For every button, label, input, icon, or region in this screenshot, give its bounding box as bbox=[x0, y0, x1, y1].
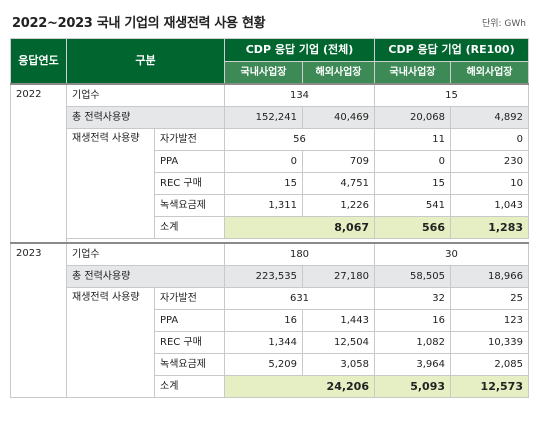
table-cell: 1,226 bbox=[302, 194, 375, 217]
year-cell-2023: 2023 bbox=[10, 242, 67, 398]
header-group-all: CDP 응답 기업 (전체) bbox=[224, 38, 375, 62]
table-cell: 58,505 bbox=[374, 265, 451, 288]
table-row-ppa-2022: PPA 0 709 0 230 bbox=[11, 150, 529, 173]
row-label: REC 구매 bbox=[154, 331, 225, 354]
subtotal-label: 소계 bbox=[154, 216, 225, 239]
total-label: 총 전력사용량 bbox=[66, 265, 225, 288]
table-cell: 11 bbox=[374, 128, 451, 151]
header-row-main: 응답연도 구분 CDP 응답 기업 (전체) CDP 응답 기업 (RE100) bbox=[10, 38, 529, 85]
table-cell: 0 bbox=[224, 150, 303, 173]
subtotal-re100-domestic: 566 bbox=[374, 216, 451, 239]
subtotal-all: 24,206 bbox=[224, 375, 375, 398]
table-cell: 1,443 bbox=[302, 309, 375, 332]
table-cell: 56 bbox=[224, 128, 375, 151]
table-cell: 27,180 bbox=[302, 265, 375, 288]
table-cell: 1,043 bbox=[450, 194, 529, 217]
table-cell: 541 bbox=[374, 194, 451, 217]
table-cell: 5,209 bbox=[224, 353, 303, 376]
table-cell: 0 bbox=[374, 150, 451, 173]
table-cell: 10,339 bbox=[450, 331, 529, 354]
subtotal-re100-overseas: 12,573 bbox=[450, 375, 529, 398]
table-row-subtotal-2023: 소계 24,206 5,093 12,573 bbox=[11, 375, 529, 398]
table-cell: 3,058 bbox=[302, 353, 375, 376]
header-all-overseas: 해외사업장 bbox=[302, 61, 375, 85]
table-row-ppa-2023: PPA 16 1,443 16 123 bbox=[11, 309, 529, 332]
row-label: 자가발전 bbox=[154, 128, 225, 151]
table-cell: 32 bbox=[374, 287, 451, 310]
companies-re100: 15 bbox=[374, 83, 529, 107]
subtotal-re100-overseas: 1,283 bbox=[450, 216, 529, 239]
header-category: 구분 bbox=[66, 38, 225, 85]
table-cell: 223,535 bbox=[224, 265, 303, 288]
table-cell: 123 bbox=[450, 309, 529, 332]
table-cell: 152,241 bbox=[224, 106, 303, 129]
table-cell: 2,085 bbox=[450, 353, 529, 376]
table-cell: 1,311 bbox=[224, 194, 303, 217]
table-cell: 631 bbox=[224, 287, 375, 310]
companies-all: 180 bbox=[224, 242, 375, 266]
subtotal-all: 8,067 bbox=[224, 216, 375, 239]
subtotal-re100-domestic: 5,093 bbox=[374, 375, 451, 398]
row-label: 녹색요금제 bbox=[154, 353, 225, 376]
row-label: PPA bbox=[154, 150, 225, 173]
table-row-total-2022: 총 전력사용량 152,241 40,469 20,068 4,892 bbox=[11, 106, 529, 129]
year-cell-2022: 2022 bbox=[10, 83, 67, 244]
total-label: 총 전력사용량 bbox=[66, 106, 225, 129]
companies-label: 기업수 bbox=[66, 83, 225, 107]
renewable-label: 재생전력 사용량 bbox=[66, 128, 155, 239]
row-label: 녹색요금제 bbox=[154, 194, 225, 217]
companies-all: 134 bbox=[224, 83, 375, 107]
header-year: 응답연도 bbox=[10, 38, 67, 85]
table-cell: 4,892 bbox=[450, 106, 529, 129]
row-label: REC 구매 bbox=[154, 172, 225, 195]
companies-label: 기업수 bbox=[66, 242, 225, 266]
table-row-subtotal-2022: 소계 8,067 566 1,283 bbox=[11, 216, 529, 239]
table-row-total-2023: 총 전력사용량 223,535 27,180 58,505 18,966 bbox=[11, 265, 529, 288]
companies-re100: 30 bbox=[374, 242, 529, 266]
table-cell: 40,469 bbox=[302, 106, 375, 129]
table-cell: 15 bbox=[224, 172, 303, 195]
table-row-self-2023: 재생전력 사용량 자가발전 631 32 25 bbox=[11, 287, 529, 398]
table-cell: 10 bbox=[450, 172, 529, 195]
header-re100-overseas: 해외사업장 bbox=[450, 61, 529, 85]
table-cell: 230 bbox=[450, 150, 529, 173]
table-cell: 15 bbox=[374, 172, 451, 195]
table-cell: 25 bbox=[450, 287, 529, 310]
table-row-green-2022: 녹색요금제 1,311 1,226 541 1,043 bbox=[11, 194, 529, 217]
table-cell: 709 bbox=[302, 150, 375, 173]
table-row-rec-2023: REC 구매 1,344 12,504 1,082 10,339 bbox=[11, 331, 529, 354]
table-cell: 12,504 bbox=[302, 331, 375, 354]
table-row-self-2022: 재생전력 사용량 자가발전 56 11 0 bbox=[11, 128, 529, 239]
table-cell: 4,751 bbox=[302, 172, 375, 195]
table-row-companies-2022: 2022 기업수 134 15 bbox=[10, 83, 529, 244]
table-cell: 16 bbox=[374, 309, 451, 332]
page-title: 2022~2023 국내 기업의 재생전력 사용 현황 bbox=[12, 16, 266, 31]
header-re100-domestic: 국내사업장 bbox=[374, 61, 451, 85]
table-cell: 20,068 bbox=[374, 106, 451, 129]
renewable-label: 재생전력 사용량 bbox=[66, 287, 155, 398]
renewable-usage-table: 응답연도 구분 CDP 응답 기업 (전체) CDP 응답 기업 (RE100)… bbox=[10, 38, 529, 398]
table-cell: 0 bbox=[450, 128, 529, 151]
table-cell: 1,082 bbox=[374, 331, 451, 354]
table-cell: 16 bbox=[224, 309, 303, 332]
unit-label: 단위: GWh bbox=[481, 19, 526, 29]
table-cell: 18,966 bbox=[450, 265, 529, 288]
table-cell: 3,964 bbox=[374, 353, 451, 376]
table-cell: 1,344 bbox=[224, 331, 303, 354]
table-row-companies-2023: 2023 기업수 180 30 bbox=[10, 242, 529, 398]
header-all-domestic: 국내사업장 bbox=[224, 61, 303, 85]
row-label: 자가발전 bbox=[154, 287, 225, 310]
subtotal-label: 소계 bbox=[154, 375, 225, 398]
row-label: PPA bbox=[154, 309, 225, 332]
header-group-re100: CDP 응답 기업 (RE100) bbox=[374, 38, 529, 62]
